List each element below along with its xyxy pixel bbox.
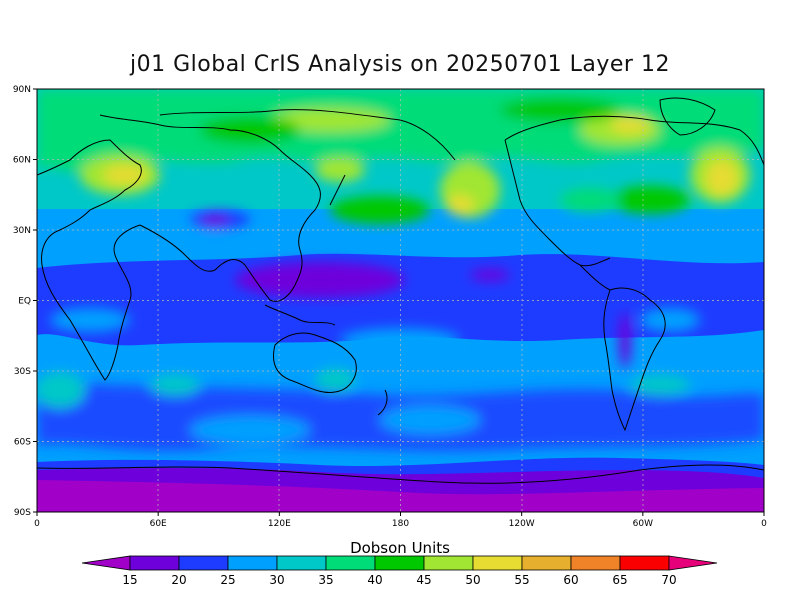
lon-tick-label: 60E [150, 519, 167, 529]
colorbar-label: 15 [122, 573, 137, 587]
colorbar: 15 20 25 30 35 40 45 50 55 60 65 70 [81, 555, 718, 587]
colorbar-label: 20 [171, 573, 186, 587]
colorbar-label: 25 [220, 573, 235, 587]
colorbar-label: 45 [416, 573, 431, 587]
lat-tick-label: 30S [14, 367, 31, 377]
colorbar-title: Dobson Units [350, 539, 450, 557]
colorbar-label: 35 [318, 573, 333, 587]
lon-tick-label: 60W [633, 519, 653, 529]
colorbar-label: 60 [563, 573, 578, 587]
lat-tick-label: 90S [14, 508, 31, 518]
longitude-axis: 0 60E 120E 180 120W 60W 0 [34, 512, 767, 529]
colorbar-segment [570, 555, 621, 571]
lon-tick-label: 120W [509, 519, 535, 529]
colorbar-segment [521, 555, 572, 571]
lon-tick-label: 0 [761, 519, 767, 529]
map-title: j01 Global CrIS Analysis on 20250701 Lay… [130, 52, 670, 77]
lat-tick-label: 90N [13, 85, 31, 95]
colorbar-segment [423, 555, 474, 571]
colorbar-label: 65 [612, 573, 627, 587]
colorbar-segment [227, 555, 278, 571]
latitude-axis: 90N 60N 30N EQ 30S 60S 90S [13, 85, 37, 518]
lat-tick-label: 30N [13, 226, 31, 236]
colorbar-label: 70 [661, 573, 676, 587]
colorbar-segment [178, 555, 229, 571]
colorbar-arrow-low [81, 555, 131, 571]
lon-tick-label: 180 [392, 519, 409, 529]
lon-tick-label: 120E [268, 519, 291, 529]
ozone-field [37, 89, 764, 512]
lat-tick-label: 60N [13, 156, 31, 166]
colorbar-label: 50 [465, 573, 480, 587]
colorbar-segment [619, 555, 670, 571]
colorbar-segment [325, 555, 376, 571]
graticule [37, 89, 764, 512]
lon-tick-label: 0 [34, 519, 40, 529]
colorbar-arrow-high [668, 555, 718, 571]
colorbar-label: 40 [367, 573, 382, 587]
colorbar-label: 30 [269, 573, 284, 587]
lat-tick-label: EQ [18, 297, 31, 307]
lat-tick-label: 60S [14, 438, 31, 448]
coastlines [37, 97, 764, 484]
colorbar-segment [276, 555, 327, 571]
colorbar-segment [374, 555, 425, 571]
colorbar-segment [472, 555, 523, 571]
colorbar-segment [129, 555, 180, 571]
colorbar-label: 55 [514, 573, 529, 587]
